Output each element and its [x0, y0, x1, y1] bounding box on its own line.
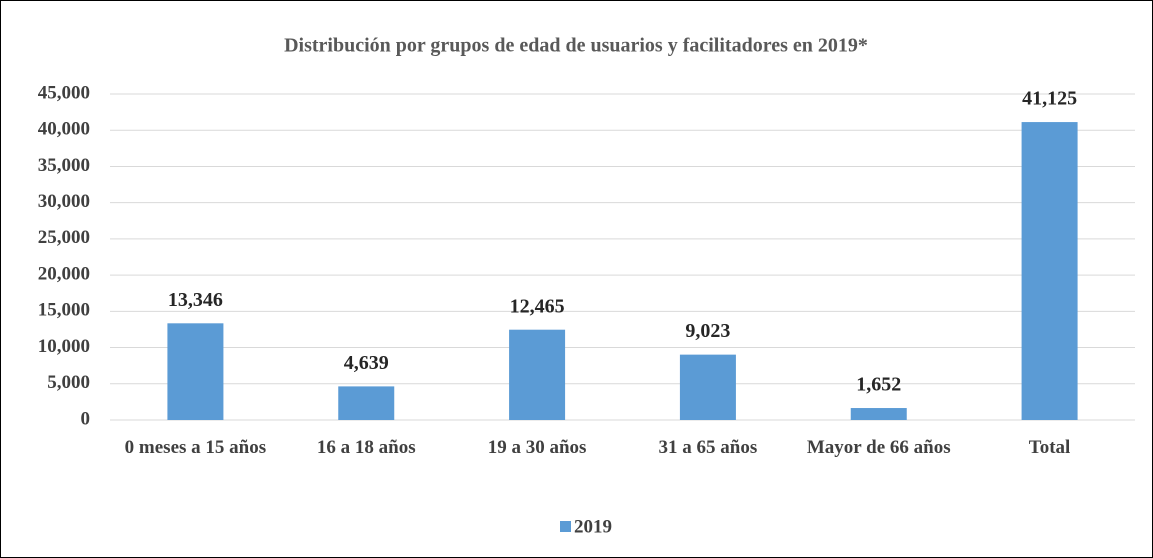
y-tick-label: 15,000: [38, 300, 90, 321]
x-tick-label: 16 a 18 años: [316, 437, 416, 458]
x-tick-label: Total: [1028, 437, 1071, 458]
x-tick-label-box: 19 a 30 años: [487, 437, 587, 458]
x-tick-label: 0 meses a 15 años: [124, 437, 267, 458]
y-tick-label: 25,000: [38, 227, 90, 248]
y-tick-label: 0: [81, 408, 91, 429]
x-tick-label: Mayor de 66 años: [806, 437, 951, 458]
x-tick-label: 19 a 30 años: [487, 437, 587, 458]
y-tick-label: 30,000: [38, 191, 90, 212]
x-tick-label-box: 0 meses a 15 años: [124, 437, 267, 458]
y-tick-label: 35,000: [38, 155, 90, 176]
legend: 2019: [560, 516, 612, 537]
bar: [679, 354, 736, 420]
y-tick-label: 40,000: [38, 119, 90, 140]
y-tick-label: 10,000: [38, 336, 90, 357]
x-tick-label-box: Total: [1028, 437, 1071, 458]
bar: [1021, 122, 1078, 421]
y-tick-label: 45,000: [38, 82, 90, 103]
data-label: 41,125: [1022, 88, 1077, 110]
x-tick-label: 31 a 65 años: [658, 437, 758, 458]
x-tick-label-box: 16 a 18 años: [316, 437, 416, 458]
legend-swatch: [560, 521, 571, 532]
data-label: 9,023: [685, 320, 730, 342]
x-tick-label-box: 31 a 65 años: [658, 437, 758, 458]
bar: [338, 386, 395, 420]
data-label: 13,346: [168, 289, 223, 311]
bar: [167, 323, 224, 420]
data-label: 1,652: [856, 374, 901, 396]
chart-title: Distribución por grupos de edad de usuar…: [284, 35, 868, 57]
x-tick-label-box: Mayor de 66 años: [806, 437, 951, 458]
y-tick-label: 5,000: [47, 372, 90, 393]
data-label: 12,465: [510, 295, 565, 317]
legend-label: 2019: [574, 516, 612, 537]
y-tick-label: 20,000: [38, 263, 90, 284]
data-label: 4,639: [344, 352, 389, 374]
bar: [850, 408, 907, 420]
bar: [509, 329, 566, 420]
